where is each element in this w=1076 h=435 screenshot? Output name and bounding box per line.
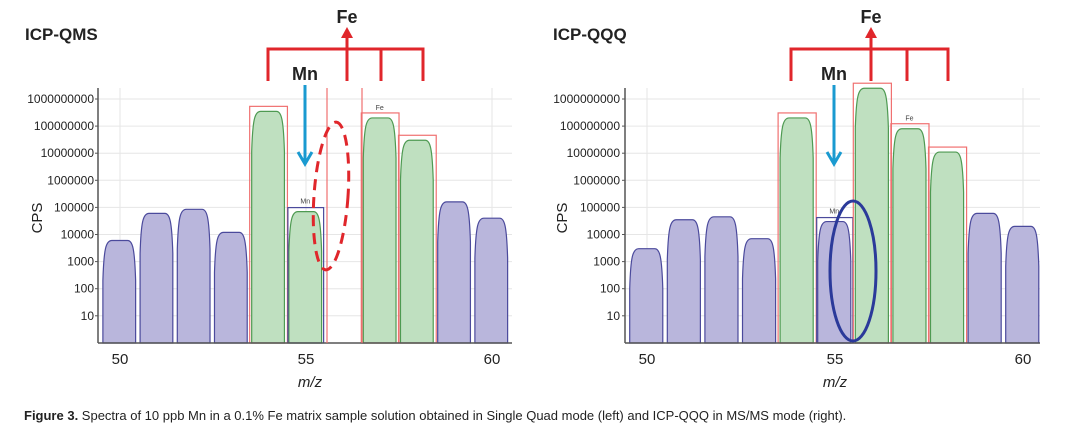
axes: 1000000000 100000000 10000000 1000000 100000…	[553, 88, 1040, 368]
y-axis-label: CPS	[29, 203, 46, 234]
x-tick-label: 50	[639, 351, 656, 368]
peak-51	[139, 212, 174, 344]
mn-arrow-icon	[825, 85, 843, 167]
peak-51	[666, 219, 701, 344]
peak-59	[437, 201, 472, 344]
y-tick-label: 1000	[593, 255, 620, 269]
peak-label: Mn	[300, 199, 310, 206]
y-tick-label: 1000000	[573, 173, 620, 187]
x-axis-label: m/z	[823, 374, 848, 391]
chart-title: ICP-QQQ	[553, 25, 627, 44]
peak-59	[967, 212, 1002, 344]
caption-text: Spectra of 10 ppb Mn in a 0.1% Fe matrix…	[78, 408, 846, 423]
x-axis-label: m/z	[298, 374, 323, 391]
mn-highlight-ellipse	[828, 199, 878, 343]
y-tick-label: 10000	[587, 228, 621, 242]
caption-label: Figure 3.	[24, 408, 78, 423]
fe-label: Fe	[336, 7, 357, 27]
fe-bracket	[789, 36, 950, 81]
fe-label: Fe	[860, 7, 881, 27]
figure-caption: Figure 3. Spectra of 10 ppb Mn in a 0.1%…	[24, 408, 846, 423]
y-tick-label: 100	[600, 282, 620, 296]
y-tick-label: 1000000000	[27, 92, 94, 106]
y-tick-label: 10000000	[41, 146, 95, 160]
peak-57	[892, 128, 927, 344]
peak-54	[251, 110, 286, 344]
mn-arrow-icon	[296, 85, 314, 167]
y-tick-label: 100000	[580, 200, 620, 214]
y-tick-label: 10000000	[567, 146, 621, 160]
peak-53	[741, 238, 777, 344]
peak-58	[399, 139, 434, 344]
mn-label: Mn	[292, 64, 318, 84]
peak-55	[817, 220, 852, 344]
y-tick-label: 100000	[54, 200, 94, 214]
peak-58	[929, 151, 965, 344]
peaks: Mn Fe	[629, 82, 1040, 344]
peaks: Mn Fe	[102, 105, 509, 344]
x-tick-label: 55	[827, 351, 844, 368]
peak-label: Mn	[829, 209, 839, 216]
y-tick-label: 100	[74, 282, 94, 296]
peak-50	[102, 239, 137, 344]
peak-56	[854, 87, 889, 344]
peak-52	[704, 216, 739, 344]
x-tick-label: 55	[298, 351, 315, 368]
peak-53	[213, 231, 248, 344]
axes: 1000000000 100000000 10000000 1000000 100000…	[27, 88, 512, 368]
peak-54	[779, 117, 814, 344]
chart-title: ICP-QMS	[25, 25, 98, 44]
peak-60	[474, 217, 509, 344]
peak-57	[362, 117, 397, 344]
peak-50	[629, 248, 664, 344]
y-tick-label: 10	[607, 309, 621, 323]
peak-55	[288, 210, 323, 344]
y-tick-label: 1000	[67, 255, 94, 269]
y-tick-label: 1000000	[47, 173, 94, 187]
peak-52	[176, 208, 211, 344]
interference-dashed-ellipse	[311, 120, 351, 272]
peak-60	[1005, 225, 1040, 344]
y-tick-label: 10	[81, 309, 95, 323]
y-tick-label: 10000	[61, 228, 95, 242]
x-tick-label: 50	[112, 351, 129, 368]
x-tick-label: 60	[1015, 351, 1032, 368]
fe-arrow-icon	[341, 27, 353, 38]
fe-bracket	[266, 36, 425, 81]
peak-label: Fe	[905, 116, 913, 123]
x-tick-label: 60	[484, 351, 501, 368]
y-tick-label: 100000000	[560, 119, 620, 133]
y-axis-label: CPS	[554, 203, 571, 234]
peak-label: Fe	[376, 105, 384, 112]
y-tick-label: 100000000	[34, 119, 94, 133]
y-tick-label: 1000000000	[553, 92, 620, 106]
fe-arrow-icon	[865, 27, 877, 38]
mn-label: Mn	[821, 64, 847, 84]
